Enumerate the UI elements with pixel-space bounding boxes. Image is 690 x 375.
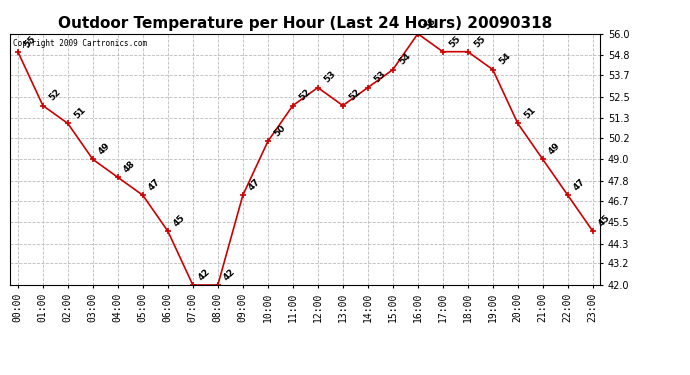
Text: 54: 54 [397, 52, 413, 67]
Text: 47: 47 [247, 177, 262, 192]
Text: 56: 56 [422, 16, 437, 31]
Text: 47: 47 [572, 177, 587, 192]
Text: 53: 53 [322, 70, 337, 85]
Text: 52: 52 [347, 87, 362, 103]
Text: Copyright 2009 Cartronics.com: Copyright 2009 Cartronics.com [13, 39, 148, 48]
Text: 51: 51 [72, 105, 87, 121]
Text: 51: 51 [522, 105, 538, 121]
Text: 50: 50 [272, 123, 287, 139]
Text: 42: 42 [197, 267, 213, 282]
Text: 55: 55 [472, 34, 487, 49]
Text: 49: 49 [97, 141, 112, 157]
Text: 55: 55 [447, 34, 462, 49]
Text: 54: 54 [497, 52, 512, 67]
Text: 45: 45 [597, 213, 612, 228]
Text: 45: 45 [172, 213, 187, 228]
Text: 47: 47 [147, 177, 162, 192]
Title: Outdoor Temperature per Hour (Last 24 Hours) 20090318: Outdoor Temperature per Hour (Last 24 Ho… [58, 16, 553, 31]
Text: 48: 48 [122, 159, 137, 174]
Text: 42: 42 [222, 267, 237, 282]
Text: 49: 49 [547, 141, 562, 157]
Text: 53: 53 [372, 70, 387, 85]
Text: 55: 55 [22, 34, 37, 49]
Text: 52: 52 [297, 87, 312, 103]
Text: 52: 52 [47, 87, 62, 103]
